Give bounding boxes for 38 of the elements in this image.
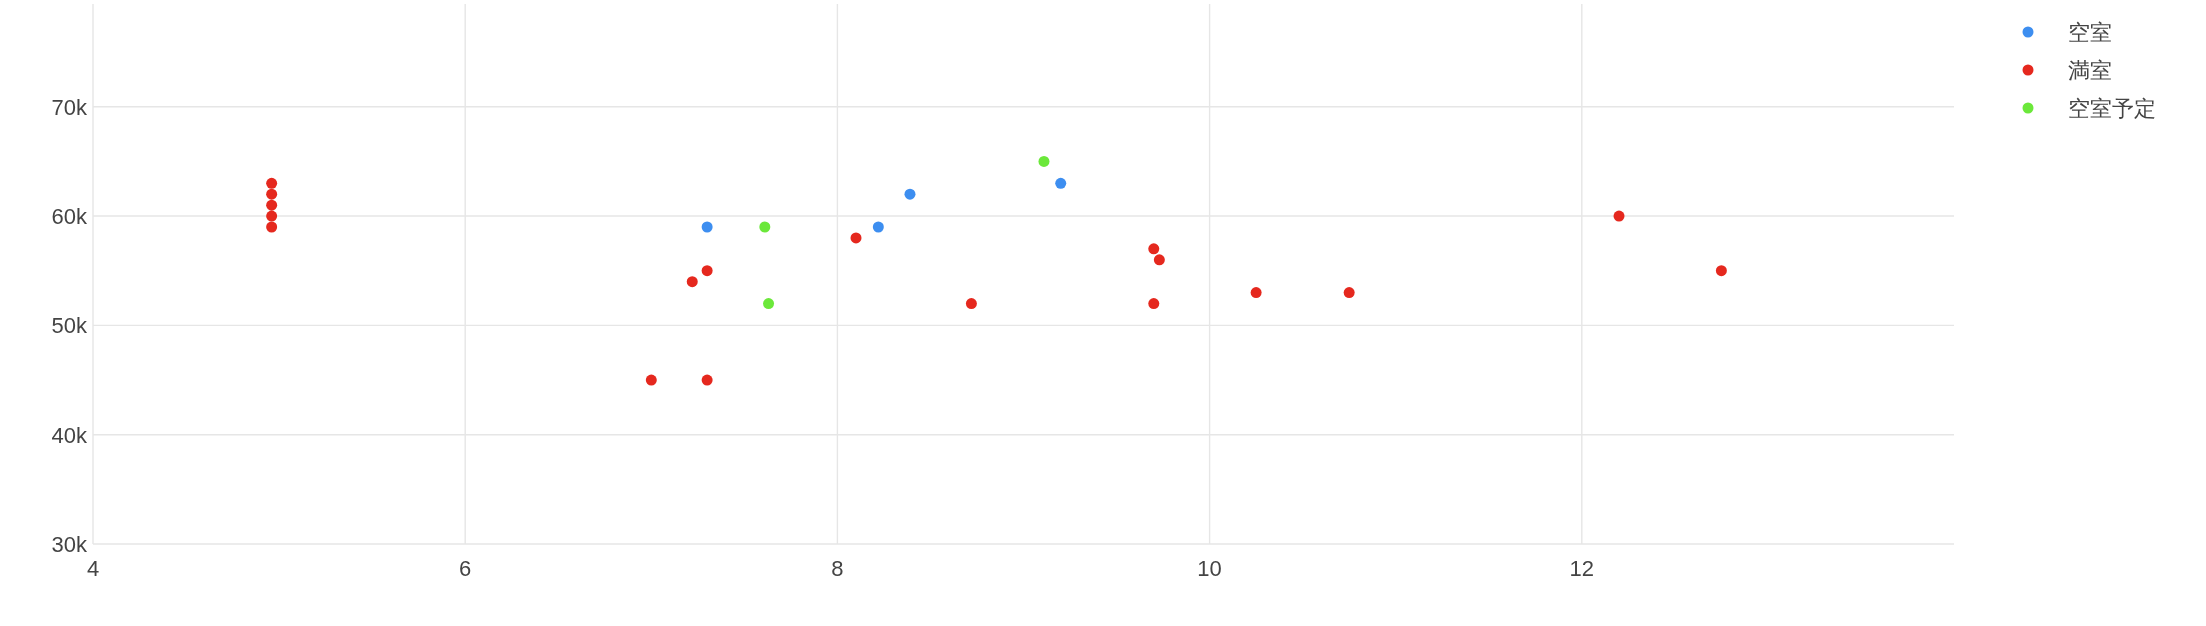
point (872, 221, 884, 233)
point (1038, 155, 1050, 167)
y-tick-label: 60k (51, 204, 88, 230)
x-tick-label: 8 (831, 556, 844, 581)
y-tick-label: 50k (51, 313, 88, 339)
point (1715, 265, 1727, 277)
point (965, 298, 977, 310)
point (1343, 287, 1355, 299)
y-tick-label: 40k (51, 422, 88, 448)
point (1148, 243, 1160, 255)
point (850, 232, 862, 244)
x-tick-label: 4 (86, 556, 100, 581)
x-tick-label: 6 (459, 556, 472, 581)
point (266, 177, 278, 189)
x-tick-label: 10 (1197, 556, 1222, 581)
point (1148, 298, 1160, 310)
x-tick-label: 12 (1569, 556, 1595, 581)
point (759, 221, 771, 233)
y-tick-label: 30k (51, 532, 88, 557)
point (904, 188, 916, 200)
point (701, 374, 713, 386)
point (266, 199, 278, 211)
point (1613, 210, 1625, 222)
point (701, 265, 713, 277)
legend-label: 満室 (2068, 58, 2112, 83)
point (701, 221, 713, 233)
point (1153, 254, 1165, 266)
point (266, 188, 278, 200)
point (1250, 287, 1262, 299)
point (686, 276, 698, 288)
point (266, 210, 278, 222)
point (645, 374, 657, 386)
legend-label: 空室予定 (2068, 96, 2156, 121)
y-tick-label: 70k (51, 94, 88, 120)
point (1055, 177, 1067, 189)
point (763, 298, 775, 310)
point (266, 221, 278, 233)
legend-label: 空室 (2068, 20, 2112, 45)
